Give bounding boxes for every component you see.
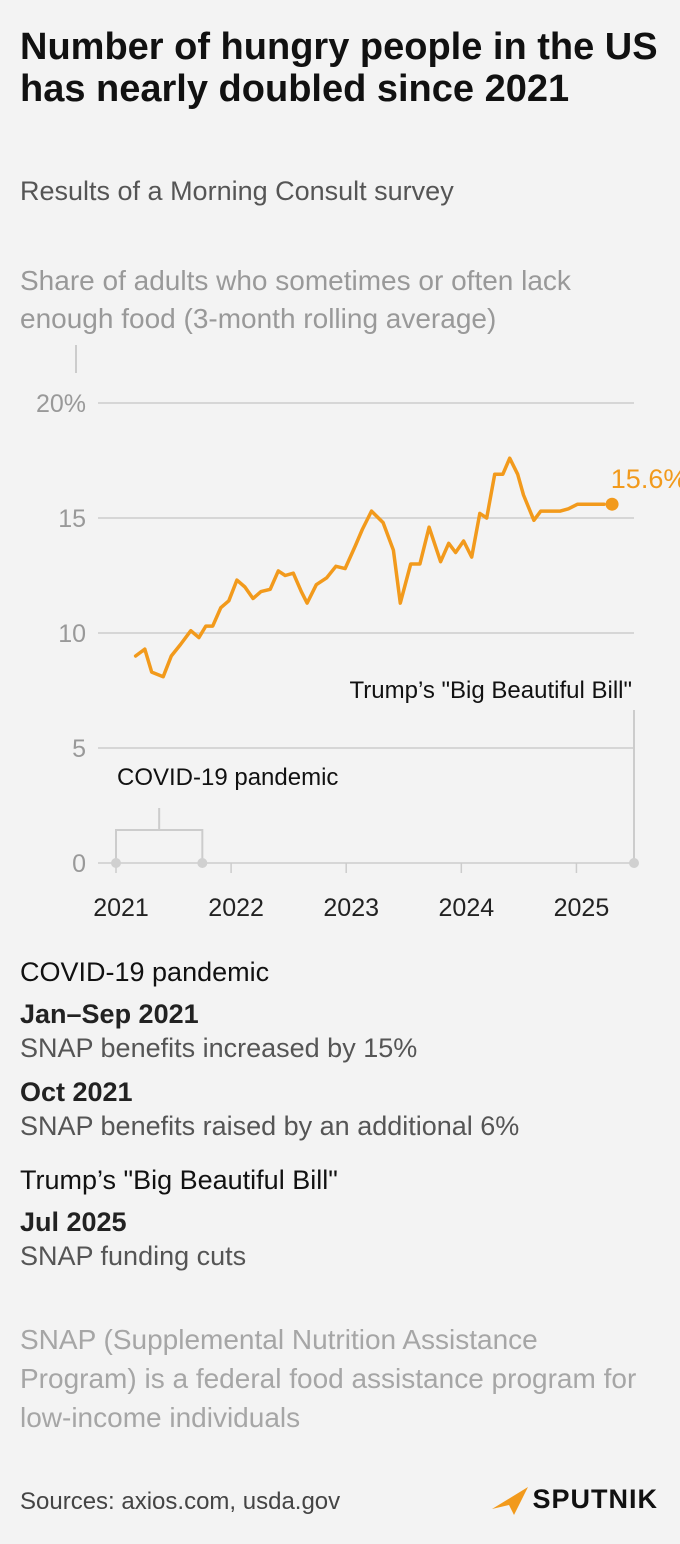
chart-title: Number of hungry people in the US has ne… [20,26,658,110]
annotation-dot-covid-end [197,858,208,868]
note-covid-text-2: SNAP benefits raised by an additional 6% [20,1111,520,1141]
x-tick-label-2021: 2021 [93,894,149,922]
y-axis-label: Share of adults who sometimes or often l… [20,265,571,334]
y-tick-label-15: 15 [58,505,86,533]
note-covid-date-1: Jan–Sep 2021 [20,999,199,1029]
x-tick-label-2023: 2023 [323,894,379,922]
y-tick-label-10: 10 [58,620,86,648]
annotation-label-bbb: Trump’s "Big Beautiful Bill" [350,677,632,704]
annotation-dot-bbb [629,858,639,868]
line-chart: 0 5 10 15 20% 2021 2022 2023 2024 2025 COVID-19 … [36,345,680,922]
note-bbb-date: Jul 2025 [20,1207,127,1237]
sputnik-logo: SPUTNIK [492,1484,658,1515]
annotation-label-covid: COVID-19 pandemic [117,764,338,791]
note-bbb-title: Trump’s "Big Beautiful Bill" [20,1165,338,1195]
x-tick-labels: 2021 2022 2023 2024 2025 [93,863,609,922]
series-line-0 [133,456,606,679]
chart-subtitle: Results of a Morning Consult survey [20,176,454,206]
note-covid-title: COVID-19 pandemic [20,957,270,987]
annotations: COVID-19 pandemic Trump’s "Big Beautiful … [111,677,639,868]
notes-section: COVID-19 pandemic Jan–Sep 2021 SNAP bene… [20,955,660,1273]
series-end-label-0: 15.6% [611,464,680,494]
sputnik-logo-text: SPUTNIK [532,1484,658,1514]
sputnik-logo-icon [492,1486,529,1515]
y-tick-labels: 0 5 10 15 20% [36,390,86,878]
series-end-point-0 [605,497,619,511]
series: 15.6% [133,456,680,679]
x-tick-label-2025: 2025 [554,894,610,922]
y-tick-label-0: 0 [72,850,86,878]
note-covid-text-1: SNAP benefits increased by 15% [20,1033,418,1063]
note-covid-date-2: Oct 2021 [20,1077,133,1107]
x-tick-label-2022: 2022 [208,894,264,922]
x-tick-label-2024: 2024 [439,894,495,922]
sources-text: Sources: axios.com, usda.gov [20,1488,341,1515]
y-tick-label-5: 5 [72,735,86,763]
snap-footnote: SNAP (Supplemental Nutrition Assistance … [20,1324,637,1433]
annotation-dot-covid-start [111,858,121,868]
annotation-bracket-covid [115,808,204,863]
y-tick-label-20: 20% [36,390,86,418]
note-bbb-text: SNAP funding cuts [20,1241,247,1271]
